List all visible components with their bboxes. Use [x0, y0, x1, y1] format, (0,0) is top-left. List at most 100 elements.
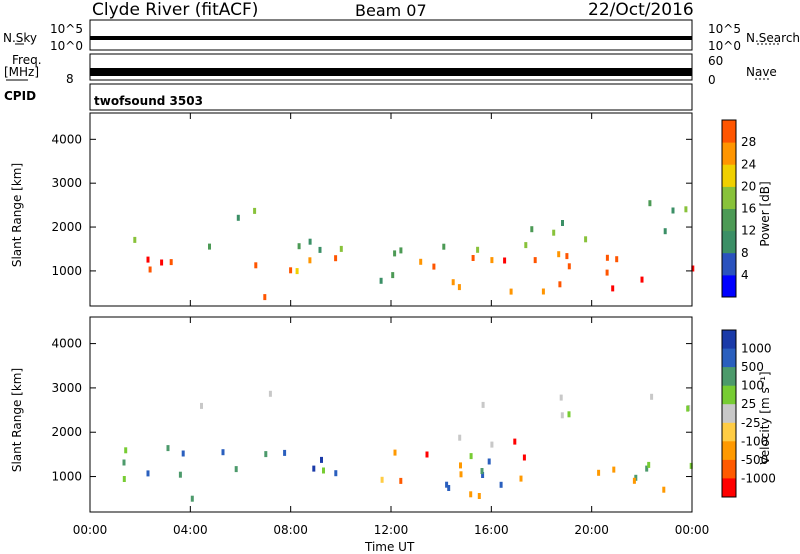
x-tick-label: 08:00 — [273, 523, 308, 537]
power-echo-cell — [476, 246, 480, 253]
power-echo-cell — [148, 266, 152, 273]
power-echo-cell — [663, 228, 667, 235]
power-echo-cell — [691, 265, 695, 272]
velocity-echo-cell — [519, 475, 523, 482]
velocity-colorbar-frame — [721, 329, 737, 498]
power-echo-cell — [509, 288, 513, 295]
power-echo-cell — [169, 259, 173, 266]
power-echo-cell — [254, 262, 258, 269]
nsearch-tick-bottom: 10^0 — [708, 39, 741, 53]
power-colorbar-frame — [721, 119, 737, 298]
power-echo-cell — [339, 245, 343, 252]
power-colorbar-tick-label: 4 — [741, 268, 749, 282]
power-echo-cell — [605, 254, 609, 261]
velocity-colorbar-swatch — [722, 422, 736, 442]
power-echo-cell — [146, 256, 150, 263]
velocity-colorbar-swatch — [722, 367, 736, 387]
power-colorbar-tick-label: 8 — [741, 246, 749, 260]
velocity-echo-cell — [459, 471, 463, 478]
velocity-colorbar-swatch — [722, 459, 736, 479]
velocity-echo-cell — [689, 462, 693, 469]
power-echo-cell — [530, 226, 534, 233]
power-echo-cell — [399, 247, 403, 254]
power-echo-cell — [684, 206, 688, 213]
velocity-colorbar-swatch — [722, 348, 736, 368]
velocity-echo-cell — [312, 465, 316, 472]
velocity-echo-cell — [146, 470, 150, 477]
power-ytick-label: 1000 — [51, 264, 82, 278]
velocity-echo-cell — [513, 438, 517, 445]
velocity-colorbar-tick-label: -25 — [741, 416, 761, 430]
beam-title: Beam 07 — [355, 1, 427, 20]
power-echo-cell — [648, 200, 652, 207]
power-colorbar-tick-label: 12 — [741, 224, 756, 238]
velocity-colorbar-tick-label: -100 — [741, 434, 768, 448]
power-ytick-label: 2000 — [51, 220, 82, 234]
power-colorbar-swatch — [722, 208, 736, 232]
power-echo-cell — [379, 277, 383, 284]
power-echo-cell — [557, 251, 561, 258]
power-echo-cell — [208, 243, 211, 250]
velocity-echo-cell — [487, 458, 491, 465]
power-echo-cell — [419, 258, 423, 265]
velocity-echo-cell — [567, 411, 571, 418]
velocity-echo-cell — [597, 469, 601, 476]
power-echo-cell — [318, 246, 322, 253]
velocity-echo-cell — [380, 476, 384, 483]
x-tick-label: 16:00 — [474, 523, 509, 537]
velocity-echo-cell — [490, 441, 494, 448]
power-echo-cell — [558, 281, 562, 288]
velocity-echo-cell — [481, 401, 485, 408]
velocity-echo-cell — [499, 481, 503, 488]
velocity-echoes — [122, 390, 693, 502]
velocity-echo-cell — [522, 454, 526, 461]
velocity-colorbar-tick-label: -1000 — [741, 471, 776, 485]
cpid-label: CPID — [4, 89, 37, 103]
power-echo-cell — [457, 284, 461, 291]
velocity-echo-cell — [645, 465, 649, 472]
power-frame — [89, 112, 693, 307]
power-echo-cell — [236, 214, 240, 221]
velocity-echo-cell — [686, 405, 690, 412]
power-echo-cell — [253, 207, 257, 214]
velocity-echo-cell — [481, 472, 485, 478]
power-echo-cell — [263, 294, 267, 301]
power-echo-cell — [451, 279, 455, 286]
power-echo-cell — [640, 276, 644, 283]
date-title: 22/Oct/2016 — [588, 0, 694, 20]
power-colorbar-swatch — [722, 186, 736, 209]
power-echoes — [133, 200, 695, 301]
power-echo-cell — [541, 288, 545, 295]
power-echo-cell — [524, 242, 528, 249]
nsky-label: N.Sky — [3, 31, 38, 45]
velocity-colorbar-swatch — [722, 441, 736, 461]
velocity-echo-cell — [469, 453, 473, 460]
power-colorbar-swatch — [722, 164, 736, 187]
velocity-echo-cell — [283, 449, 287, 456]
power-echo-cell — [308, 257, 312, 264]
velocity-echo-cell — [447, 485, 451, 491]
nave-label: Nave — [746, 65, 777, 79]
power-echo-cell — [552, 229, 556, 236]
velocity-colorbar-swatch — [722, 404, 736, 424]
x-tick-label: 20:00 — [574, 523, 609, 537]
velocity-echo-cell — [480, 468, 484, 474]
power-echo-cell — [297, 243, 301, 250]
power-colorbar-tick-label: 28 — [741, 135, 756, 149]
velocity-echo-cell — [425, 451, 429, 458]
velocity-echo-cell — [662, 486, 666, 493]
power-colorbar-swatch — [722, 230, 736, 254]
velocity-echo-cell — [221, 449, 225, 456]
power-echo-cell — [490, 257, 494, 264]
nsearch-tick-top: 10^5 — [708, 22, 741, 36]
power-colorbar-swatch — [722, 142, 736, 165]
power-echo-cell — [471, 255, 475, 261]
velocity-echo-cell — [166, 445, 170, 452]
velocity-colorbar-tick-label: 500 — [741, 360, 764, 374]
power-echo-cell — [605, 269, 609, 276]
velocity-echo-cell — [560, 412, 564, 419]
nave-tick-top: 60 — [708, 54, 724, 68]
power-echo-cell — [432, 263, 436, 270]
velocity-echo-cell — [181, 450, 185, 457]
